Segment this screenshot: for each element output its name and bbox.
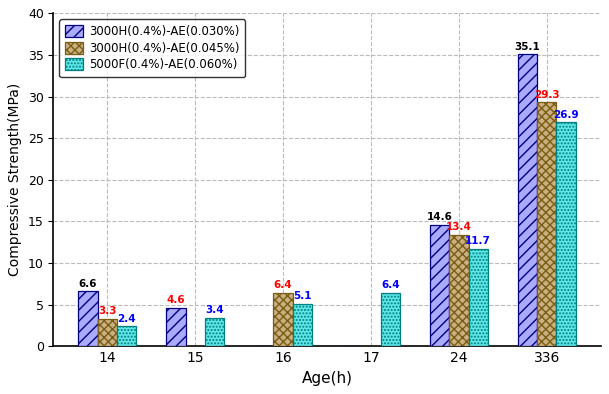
X-axis label: Age(h): Age(h) bbox=[301, 371, 353, 386]
Text: 5.1: 5.1 bbox=[293, 291, 312, 301]
Text: 6.4: 6.4 bbox=[274, 281, 292, 290]
Text: 11.7: 11.7 bbox=[465, 236, 491, 246]
Bar bbox=[293, 304, 312, 346]
Text: 6.6: 6.6 bbox=[79, 279, 97, 289]
Bar bbox=[273, 293, 293, 346]
Text: 26.9: 26.9 bbox=[554, 110, 579, 120]
Bar bbox=[557, 123, 576, 346]
Bar bbox=[117, 326, 136, 346]
Text: 3.4: 3.4 bbox=[205, 305, 224, 316]
Legend: 3000H(0.4%)-AE(0.030%), 3000H(0.4%)-AE(0.045%), 5000F(0.4%)-AE(0.060%): 3000H(0.4%)-AE(0.030%), 3000H(0.4%)-AE(0… bbox=[60, 19, 245, 77]
Text: 4.6: 4.6 bbox=[167, 296, 185, 305]
Bar bbox=[430, 225, 449, 346]
Text: 2.4: 2.4 bbox=[118, 314, 136, 324]
Text: 13.4: 13.4 bbox=[446, 222, 472, 232]
Text: 6.4: 6.4 bbox=[381, 281, 400, 290]
Text: 35.1: 35.1 bbox=[515, 42, 540, 52]
Bar bbox=[381, 293, 400, 346]
Bar bbox=[97, 319, 117, 346]
Bar bbox=[166, 308, 186, 346]
Bar bbox=[537, 102, 557, 346]
Bar bbox=[518, 54, 537, 346]
Text: 3.3: 3.3 bbox=[98, 306, 116, 316]
Bar bbox=[205, 318, 224, 346]
Text: 29.3: 29.3 bbox=[534, 90, 560, 100]
Bar bbox=[449, 235, 468, 346]
Y-axis label: Compressive Strength(MPa): Compressive Strength(MPa) bbox=[9, 83, 23, 277]
Text: 14.6: 14.6 bbox=[427, 212, 452, 222]
Bar bbox=[468, 249, 488, 346]
Bar bbox=[79, 291, 97, 346]
